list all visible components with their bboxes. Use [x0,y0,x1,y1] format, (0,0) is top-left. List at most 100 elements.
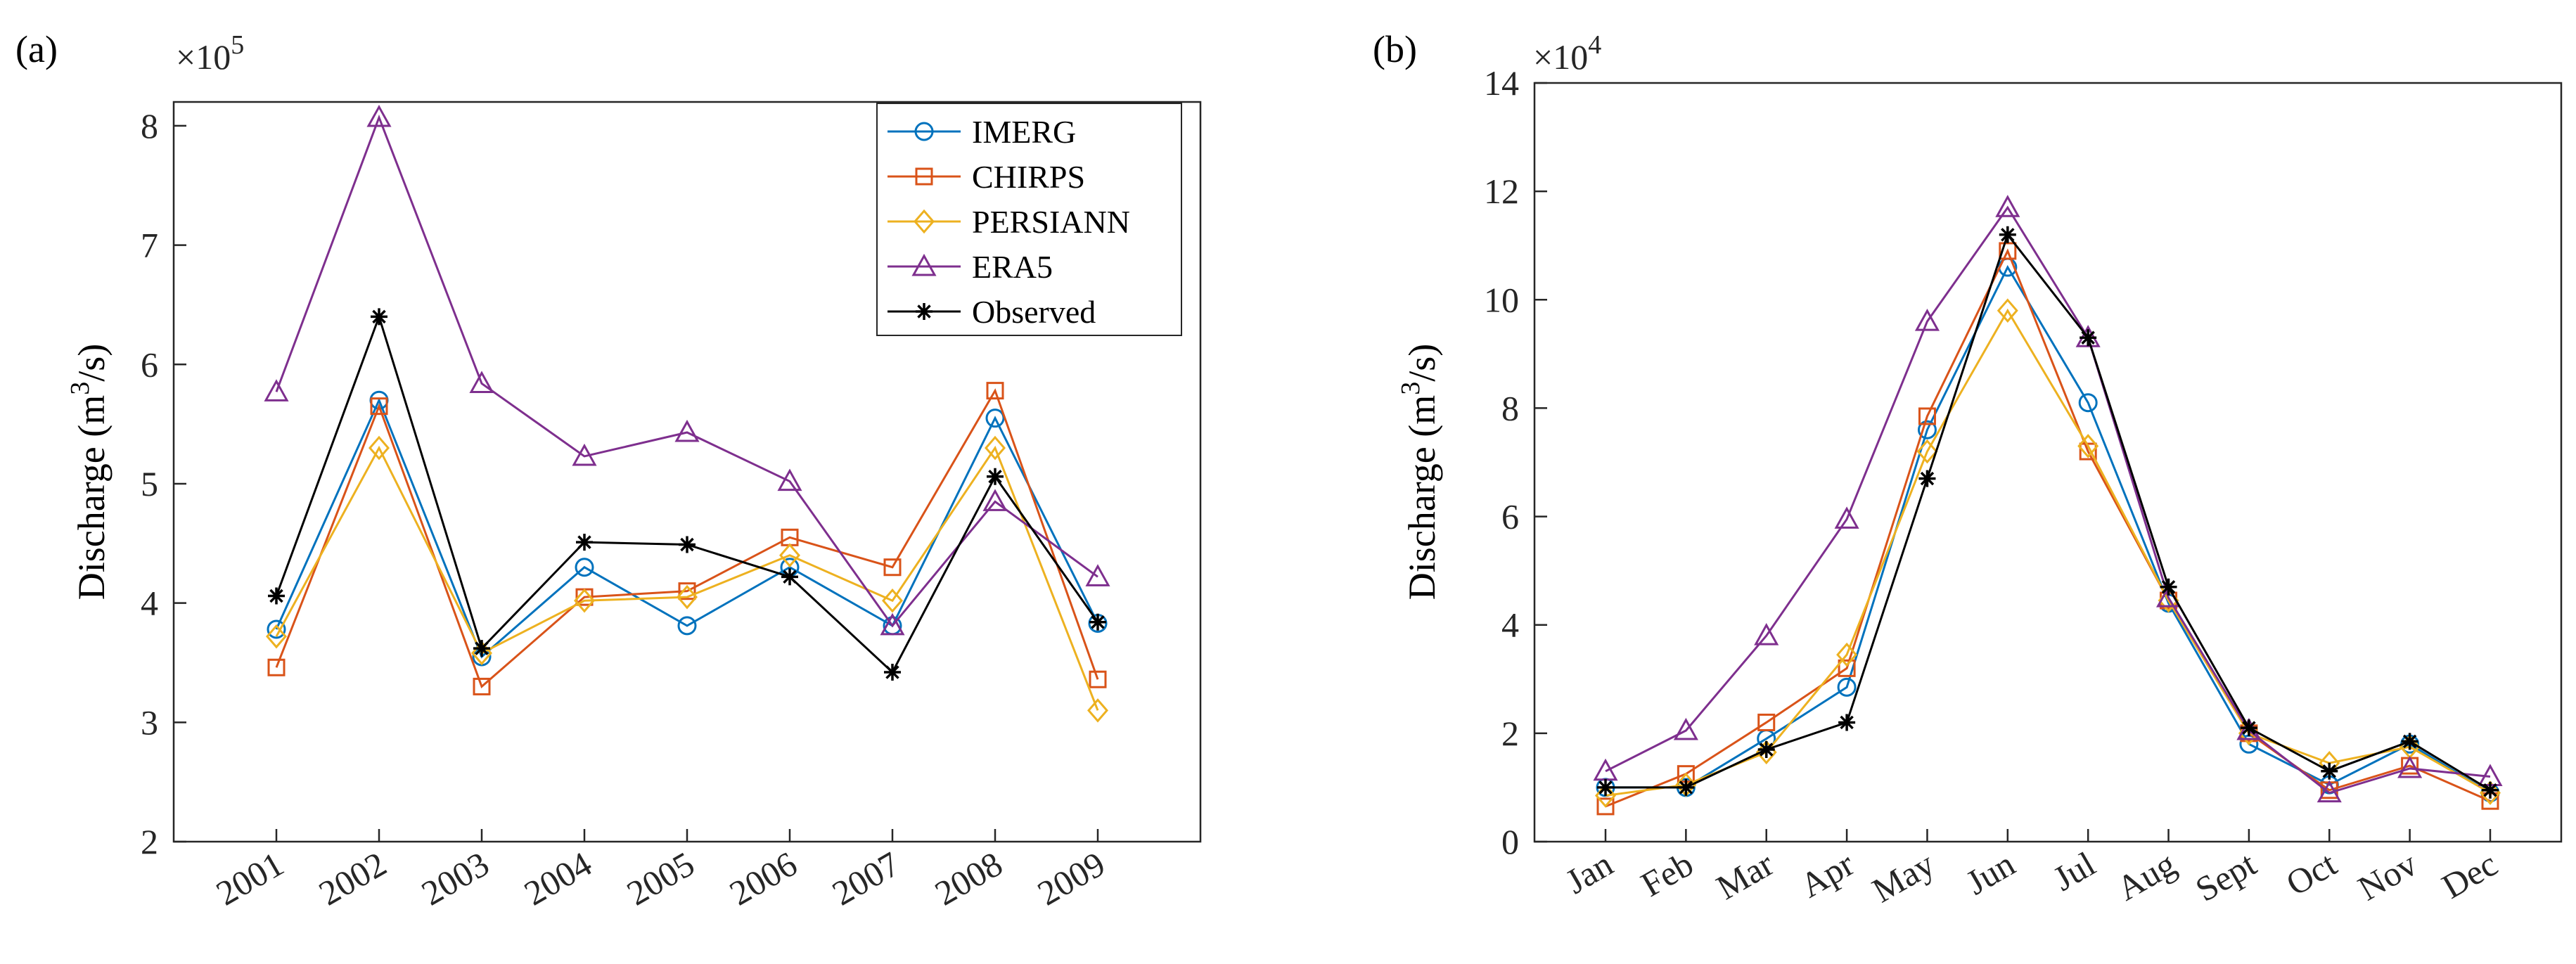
svg-text:×105: ×105 [176,30,244,77]
panel-b-point-observed [1999,226,2016,243]
panel-a-point-chirps [883,558,902,577]
panel-a-label: (a) [15,28,58,70]
panel-a-series-observed [268,308,1106,681]
panel-a-point-era5 [264,379,289,401]
panel-a-line-imerg [275,397,1099,659]
panel-a-point-era5 [777,468,802,491]
panel-a-xtick-label: 2004 [518,844,598,913]
panel-a-point-imerg [677,616,697,636]
panel-b-point-era5 [1995,195,2020,217]
panel-b-line-chirps [1605,248,2491,808]
panel-a-point-era5 [469,371,494,393]
panel-a-point-chirps [678,582,696,600]
panel-b-line-persiann [1605,308,2491,797]
panel-a-point-observed [473,640,490,657]
legend-item-chirps: CHIRPS [887,159,1085,195]
panel-a-xtick-label: 2009 [1031,844,1112,913]
panel-a-legend: IMERG CHIRPS PERSIANN ERA5 Observed [876,103,1182,336]
panel-a-point-persiann [985,435,1006,461]
panel-a-ytick-label: 6 [141,345,158,384]
panel-b-xtick-label: Feb [1634,844,1700,904]
panel-a-point-imerg [985,409,1005,428]
legend-item-imerg: IMERG [887,114,1076,150]
panel-a-point-era5 [572,443,597,466]
panel-b-point-observed [1677,778,1695,796]
panel-b-point-persiann [2077,434,2099,458]
legend-marker [916,303,933,320]
panel-b-series-era5 [1593,195,2503,803]
panel-a-point-persiann [266,624,287,649]
panel-b-point-era5 [1914,309,1940,331]
panel-b-point-chirps [1999,242,2017,260]
panel-a-exponent-power: 5 [231,30,244,60]
panel-b-xtick-label: May [1866,844,1941,910]
legend-item-observed: Observed [887,294,1096,330]
panel-b-ytick-label: 6 [1501,497,1519,536]
panel-a-point-chirps [986,382,1004,400]
panel-b-xtick-label: Jul [2046,844,2102,899]
panel-a-ylabel-main: Discharge (m [70,395,113,600]
panel-b-point-imerg [1837,677,1857,697]
panel-a-point-chirps [267,658,286,676]
panel-a-point-persiann [779,543,800,568]
panel-b-exponent-power: 4 [1588,30,1601,60]
panel-a-point-chirps [473,677,491,695]
panel-b-point-persiann [1997,298,2018,323]
panel-b-y-axis-label: Discharge (m3/s) [1396,344,1443,600]
panel-b-line-era5 [1605,205,2491,795]
panel-a-ytick-label: 3 [141,702,158,742]
legend-label: CHIRPS [972,159,1085,195]
panel-b-point-observed [1838,714,1856,731]
panel-b-chart: (b) ×104 Discharge (m3/s) 02468101214Jan… [1373,28,2563,910]
panel-b-point-chirps [1596,797,1615,816]
panel-b-ytick-label: 8 [1501,388,1519,428]
panel-b-label: (b) [1373,28,1417,70]
panel-b-point-observed [1757,740,1775,758]
panel-b-plot-area [1533,82,2563,843]
panel-b-xtick-label: Dec [2435,844,2504,906]
panel-b-point-observed [2080,329,2097,347]
panel-b-point-persiann [1836,642,1858,667]
legend-marker [911,253,937,276]
panel-a-point-observed [268,587,285,605]
panel-b-ytick-label: 0 [1501,822,1519,861]
panel-a-point-persiann [471,641,492,666]
panel-a-ylabel-sup: 3 [65,382,95,395]
legend-label: ERA5 [972,249,1053,285]
svg-text:Discharge (m3/s): Discharge (m3/s) [65,344,113,600]
panel-a-line-chirps [275,388,1099,688]
legend-item-persiann: PERSIANN [887,204,1130,240]
panel-b-xtick-label: Aug [2110,844,2182,908]
panel-a-ytick-label: 5 [141,464,158,503]
panel-a-point-chirps [370,397,388,416]
panel-a-xtick-label: 2007 [826,844,906,913]
legend-label: IMERG [972,114,1076,150]
panel-b-point-chirps [1757,713,1776,731]
panel-a-line-persiann [275,445,1099,711]
panel-a-ylabel-end: /s) [70,344,113,382]
panel-b-point-era5 [1834,506,1859,529]
panel-a-y-axis-label: Discharge (m3/s) [65,344,113,600]
panel-b-ylabel-sup: 3 [1396,382,1425,395]
panel-b-exponent: ×104 [1533,30,1601,77]
panel-b-ytick-label: 10 [1484,280,1519,319]
panel-a-point-persiann [1087,698,1108,723]
panel-a-point-imerg [267,619,286,639]
panel-b-line-imerg [1606,264,2491,794]
panel-b-point-imerg [1917,420,1937,439]
panel-a-exponent: ×105 [176,30,244,77]
panel-b-ylabel-main: Discharge (m [1401,395,1443,600]
panel-a-point-era5 [366,104,392,127]
panel-b-point-observed [2240,719,2257,737]
panel-b-xtick-label: Sept [2189,844,2262,909]
panel-b-xtick-label: Jan [1559,844,1620,901]
panel-a-point-observed [781,568,798,586]
panel-a-ytick-label: 8 [141,106,158,146]
legend-marker [914,122,934,141]
legend-label: Observed [972,294,1096,330]
panel-a-ytick-label: 2 [141,822,158,861]
panel-b-point-era5 [2317,780,2342,803]
panel-b-point-observed [2401,733,2418,750]
panel-a-point-chirps [1089,670,1107,688]
